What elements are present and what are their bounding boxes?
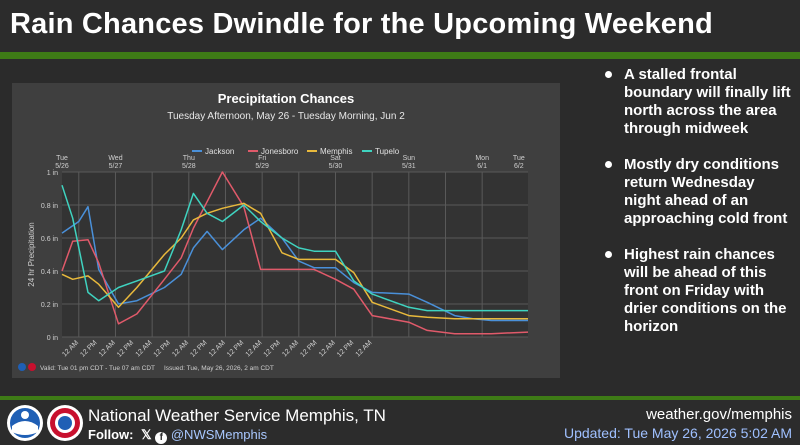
x-tick-label: 12 PM <box>189 339 208 358</box>
footer: National Weather Service Memphis, TN Fol… <box>0 400 800 445</box>
updated-time: Updated: Tue May 26, 2026 5:02 AM <box>563 425 792 441</box>
office-name: National Weather Service Memphis, TN <box>88 406 386 425</box>
nws-mini-icon <box>28 363 36 371</box>
key-messages: A stalled frontal boundary will finally … <box>600 66 795 354</box>
bullet-text: Highest rain chances will be ahead of th… <box>624 246 787 335</box>
day-label: Fri <box>258 155 267 162</box>
x-tick-label: 12 PM <box>116 339 135 358</box>
x-tick-label: 12 AM <box>281 339 300 358</box>
x-tick-label: 12 AM <box>135 339 154 358</box>
x-tick-label: 12 PM <box>153 339 172 358</box>
website-link[interactable]: weather.gov/memphis <box>646 406 792 423</box>
issued-time: Issued: Tue, May 26, 2026, 2 am CDT <box>164 365 274 372</box>
date-label: 6/2 <box>514 163 524 170</box>
y-axis-label: 24 hr Precipitation <box>27 222 36 286</box>
x-tick-label: 12 AM <box>171 339 190 358</box>
x-tick-label: 12 PM <box>79 339 98 358</box>
y-tick-label: 0.6 in <box>41 236 58 243</box>
date-label: 5/26 <box>55 163 69 170</box>
x-tick-label: 12 AM <box>245 339 264 358</box>
y-tick-label: 0.4 in <box>41 269 58 276</box>
social-handle[interactable]: @NWSMemphis <box>170 427 268 442</box>
bullet-dot-icon <box>605 251 612 258</box>
valid-time: Valid: Tue 01 pm CDT - Tue 07 am CDT <box>40 365 155 372</box>
bullet-text: A stalled frontal boundary will finally … <box>624 66 791 137</box>
y-tick-label: 1 in <box>47 170 58 177</box>
header: Rain Chances Dwindle for the Upcoming We… <box>0 0 800 52</box>
bullet-item: A stalled frontal boundary will finally … <box>600 66 795 138</box>
bullet-text: Mostly dry conditions return Wednesday n… <box>624 156 788 227</box>
page-title: Rain Chances Dwindle for the Upcoming We… <box>10 8 713 40</box>
bullet-item: Mostly dry conditions return Wednesday n… <box>600 156 795 228</box>
date-label: 5/31 <box>402 163 416 170</box>
bullet-dot-icon <box>605 161 612 168</box>
facebook-icon[interactable]: f <box>155 432 168 444</box>
x-tick-label: 12 AM <box>208 339 227 358</box>
date-label: 5/30 <box>329 163 343 170</box>
x-tick-label: 12 PM <box>299 339 318 358</box>
x-tick-label: 12 PM <box>226 339 245 358</box>
x-tick-label: 12 AM <box>98 339 117 358</box>
day-label: Mon <box>475 155 489 162</box>
x-icon[interactable]: 𝕏 <box>141 427 152 442</box>
date-label: 6/1 <box>477 163 487 170</box>
social-follow: Follow: 𝕏 f @NWSMemphis <box>88 427 267 444</box>
chart-title: Precipitation Chances <box>217 91 355 106</box>
date-label: 5/27 <box>109 163 123 170</box>
series-line-jackson <box>61 205 528 322</box>
noaa-mini-icon <box>18 363 26 371</box>
x-tick-label: 12 AM <box>61 339 80 358</box>
series-line-tupelo <box>61 184 528 312</box>
noaa-logo-icon <box>7 405 43 441</box>
top-divider <box>0 52 800 59</box>
y-tick-label: 0.8 in <box>41 203 58 210</box>
bullet-dot-icon <box>605 71 612 78</box>
nws-logo-icon <box>47 405 83 441</box>
series-line-memphis <box>61 202 528 320</box>
x-tick-label: 12 AM <box>355 339 374 358</box>
date-label: 5/29 <box>255 163 269 170</box>
x-tick-label: 12 PM <box>263 339 282 358</box>
legend-label: Memphis <box>320 147 352 156</box>
bottom-divider <box>0 396 800 401</box>
day-label: Wed <box>108 155 122 162</box>
x-tick-label: 12 AM <box>318 339 337 358</box>
legend-label: Jonesboro <box>261 147 299 156</box>
plot-area <box>62 172 528 337</box>
day-label: Tue <box>513 155 525 162</box>
chart-panel: Precipitation Chances Tuesday Afternoon,… <box>12 83 560 378</box>
day-label: Sat <box>330 155 341 162</box>
chart-subtitle: Tuesday Afternoon, May 26 - Tuesday Morn… <box>167 111 405 122</box>
y-tick-label: 0 in <box>47 335 58 342</box>
legend-label: Tupelo <box>375 147 400 156</box>
series-line-jonesboro <box>61 171 529 335</box>
legend-label: Jackson <box>205 147 234 156</box>
day-label: Tue <box>56 155 68 162</box>
day-label: Thu <box>183 155 195 162</box>
date-label: 5/28 <box>182 163 196 170</box>
precipitation-chart: 0 in0.2 in0.4 in0.6 in0.8 in1 inTue5/26W… <box>18 147 529 372</box>
day-label: Sun <box>403 155 416 162</box>
y-tick-label: 0.2 in <box>41 302 58 309</box>
bullet-item: Highest rain chances will be ahead of th… <box>600 246 795 336</box>
follow-label: Follow: <box>88 427 134 442</box>
x-tick-label: 12 PM <box>336 339 355 358</box>
